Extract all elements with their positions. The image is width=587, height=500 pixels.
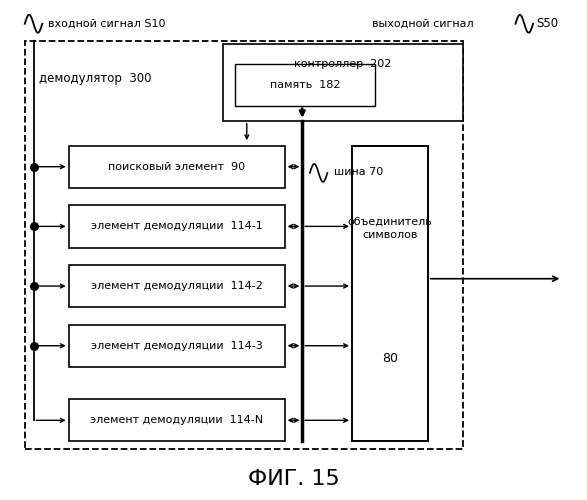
Bar (69, 205, 285, 248)
Text: элемент демодуляции  114-3: элемент демодуляции 114-3 (91, 340, 262, 350)
Bar (69, 146, 285, 188)
Bar (352, 146, 428, 442)
Text: элемент демодуляции  114-1: элемент демодуляции 114-1 (91, 222, 262, 232)
Text: контроллер  202: контроллер 202 (295, 58, 392, 68)
Bar (25, 41, 463, 449)
Text: демодулятор  300: демодулятор 300 (39, 72, 152, 85)
Text: S50: S50 (537, 17, 559, 30)
Text: 80: 80 (382, 352, 398, 365)
Text: выходной сигнал: выходной сигнал (372, 18, 474, 28)
Text: элемент демодуляции  114-N: элемент демодуляции 114-N (90, 416, 263, 426)
Bar (69, 324, 285, 367)
Bar (69, 265, 285, 307)
Text: объединитель
символов: объединитель символов (348, 217, 432, 240)
Text: входной сигнал S10: входной сигнал S10 (48, 18, 166, 28)
Bar (224, 44, 463, 120)
Bar (69, 399, 285, 442)
Text: ФИГ. 15: ФИГ. 15 (248, 468, 339, 488)
Bar (235, 64, 375, 106)
Text: память  182: память 182 (270, 80, 340, 90)
Text: шина 70: шина 70 (335, 168, 384, 177)
Text: поисковый элемент  90: поисковый элемент 90 (108, 162, 245, 172)
Text: элемент демодуляции  114-2: элемент демодуляции 114-2 (91, 281, 262, 291)
